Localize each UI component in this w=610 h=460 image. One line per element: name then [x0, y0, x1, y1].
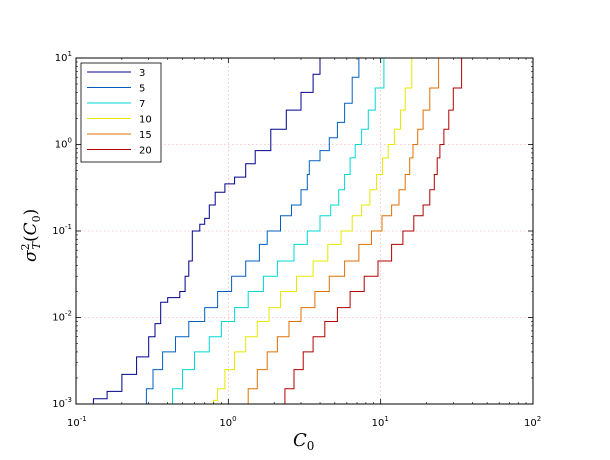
y-axis-label-sub: T — [30, 240, 43, 249]
y-tick-label-base: 10 — [52, 313, 65, 324]
x-tick-label-exp: 2 — [537, 415, 541, 423]
series-line-10 — [199, 58, 413, 405]
legend: 3 5 7 10 15 20 — [80, 62, 162, 163]
x-tick-label: 102 — [524, 415, 541, 429]
y-tick-label-exp: -3 — [65, 396, 72, 404]
x-tick-label-base: 10 — [67, 418, 80, 429]
series-line-7 — [167, 58, 385, 405]
x-tick-label-exp: 0 — [232, 415, 236, 423]
legend-label-10: 10 — [139, 115, 152, 126]
legend-label-15: 15 — [139, 130, 152, 141]
x-axis-label-sub: 0 — [307, 439, 315, 453]
y-axis-label-paren-close: ) — [21, 209, 41, 216]
x-tick-label-exp: -1 — [80, 415, 87, 423]
y-tick-label: 10-1 — [52, 223, 72, 237]
legend-label-20: 20 — [139, 146, 152, 157]
y-axis-label: σ2T(C0) — [19, 209, 43, 262]
y-tick-label: 101 — [55, 50, 72, 64]
legend-box — [80, 62, 162, 163]
y-tick-label-base: 10 — [55, 53, 68, 64]
y-axis-label-arg-base: C — [21, 222, 41, 235]
x-tick-label: 100 — [219, 415, 236, 429]
y-tick-label-exp: -2 — [65, 310, 72, 318]
x-tick-label: 10-1 — [67, 415, 87, 429]
y-axis-label-sigma: σ — [21, 250, 41, 262]
y-tick-label-base: 10 — [55, 140, 68, 151]
y-tick-label: 10-2 — [52, 310, 72, 324]
y-axis-label-sup: 2 — [19, 243, 32, 250]
y-axis-label-paren-open: ( — [21, 235, 41, 242]
x-tick-label-base: 10 — [219, 418, 232, 429]
series-layer — [82, 58, 463, 405]
y-tick-label-base: 10 — [52, 226, 65, 237]
series-line-15 — [243, 58, 440, 405]
x-axis-label-base: C — [293, 430, 307, 451]
x-tick-label-exp: 1 — [384, 415, 388, 423]
legend-label-5: 5 — [139, 84, 145, 95]
y-tick-label: 10-3 — [52, 396, 72, 410]
x-axis-label: C0 — [293, 430, 314, 453]
x-tick-label-base: 10 — [372, 418, 385, 429]
y-tick-label-exp: -1 — [65, 223, 72, 231]
x-tick-label-base: 10 — [524, 418, 537, 429]
y-tick-label-base: 10 — [52, 399, 65, 410]
legend-label-3: 3 — [139, 68, 145, 79]
x-tick-label: 101 — [372, 415, 389, 429]
legend-label-7: 7 — [139, 99, 145, 110]
series-line-5 — [141, 58, 360, 405]
y-tick-label-exp: 0 — [68, 137, 72, 145]
series-line-3 — [82, 58, 321, 405]
y-axis-label-arg-sub: 0 — [30, 215, 43, 222]
y-tick-label: 100 — [55, 137, 72, 151]
series-line-20 — [280, 58, 463, 405]
y-tick-label-exp: 1 — [68, 50, 72, 58]
